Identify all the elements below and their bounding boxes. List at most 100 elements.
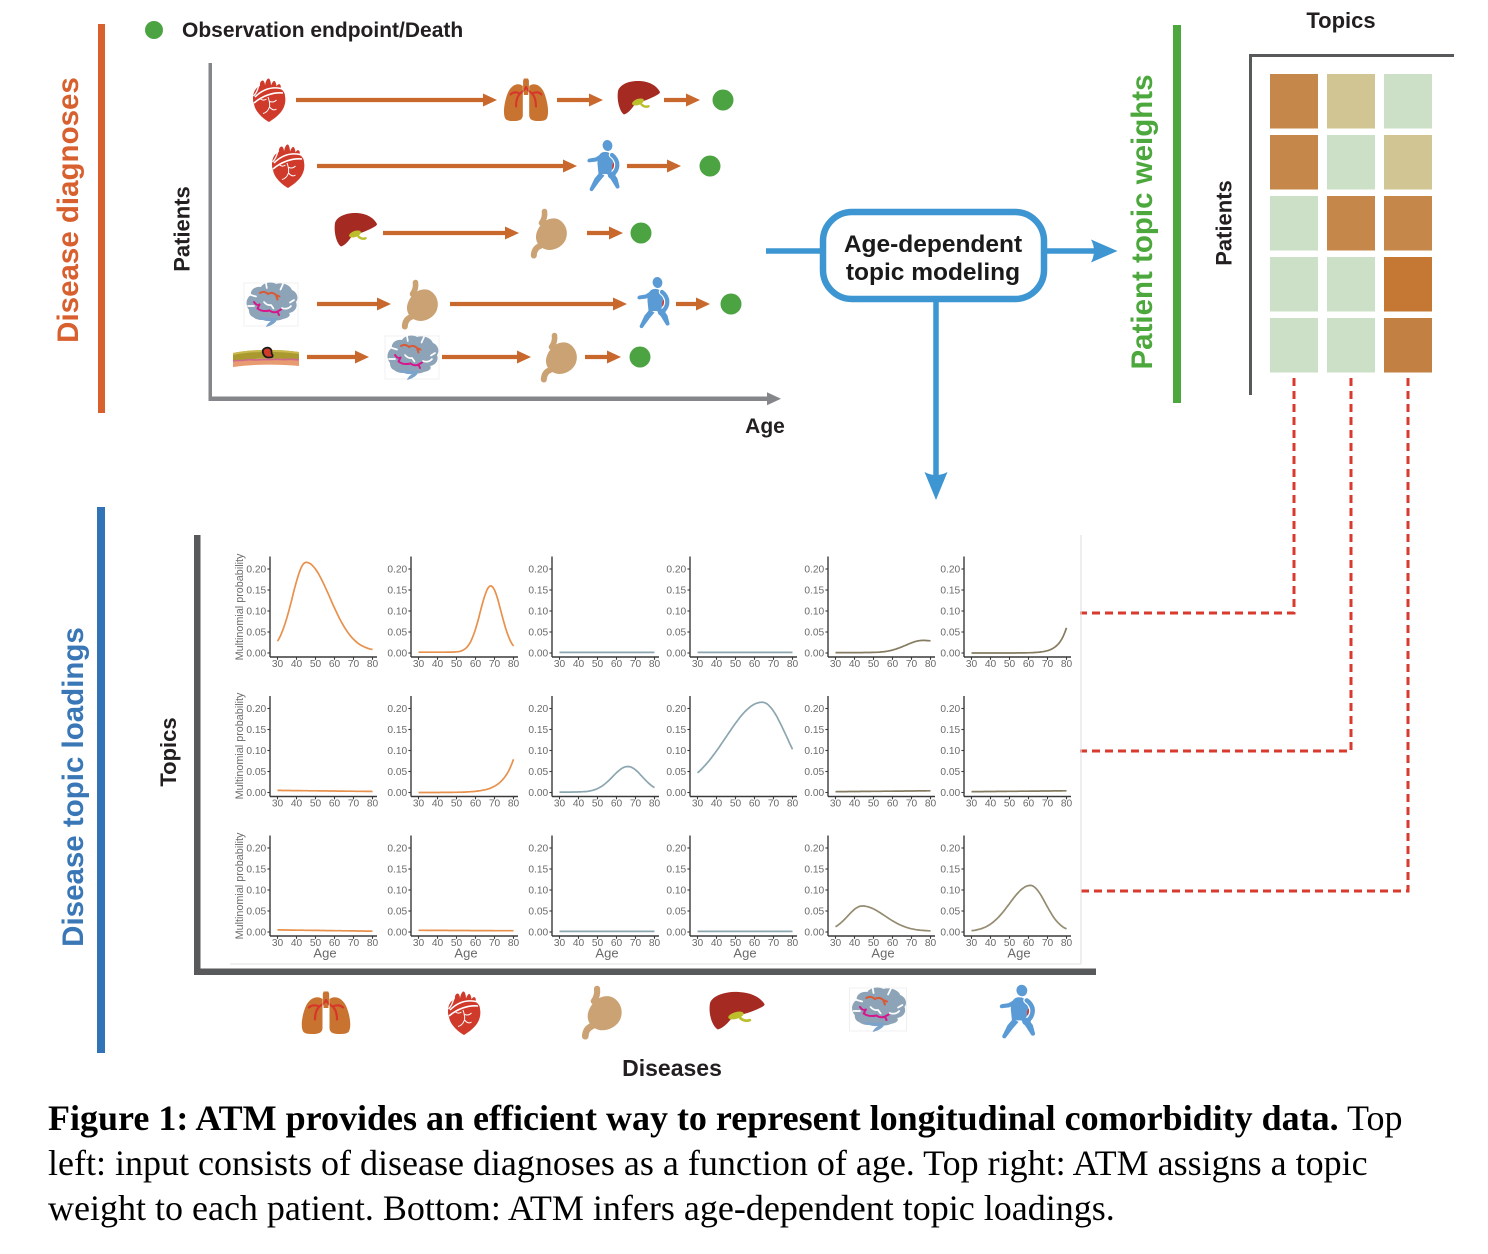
svg-text:0.00: 0.00 — [246, 788, 266, 799]
svg-text:0.15: 0.15 — [246, 586, 266, 597]
svg-text:0.20: 0.20 — [666, 565, 686, 576]
svg-text:0.00: 0.00 — [246, 649, 266, 660]
svg-text:30: 30 — [554, 938, 566, 949]
svg-text:0.00: 0.00 — [387, 788, 407, 799]
svg-text:0.20: 0.20 — [387, 844, 407, 855]
svg-text:0.15: 0.15 — [387, 865, 407, 876]
svg-text:0.05: 0.05 — [940, 767, 960, 778]
svg-text:0.20: 0.20 — [528, 704, 548, 715]
svg-text:60: 60 — [611, 799, 623, 810]
svg-text:0.00: 0.00 — [528, 788, 548, 799]
svg-text:0.20: 0.20 — [804, 844, 824, 855]
svg-text:0.00: 0.00 — [246, 928, 266, 939]
svg-text:60: 60 — [1023, 938, 1035, 949]
svg-text:80: 80 — [367, 938, 379, 949]
svg-text:30: 30 — [554, 659, 566, 670]
svg-text:0.05: 0.05 — [666, 628, 686, 639]
svg-text:40: 40 — [849, 938, 861, 949]
svg-text:30: 30 — [272, 659, 284, 670]
svg-text:0.10: 0.10 — [804, 746, 824, 757]
svg-text:0.10: 0.10 — [666, 746, 686, 757]
svg-text:60: 60 — [470, 659, 482, 670]
svg-text:0.10: 0.10 — [804, 886, 824, 897]
svg-text:0.20: 0.20 — [940, 844, 960, 855]
svg-text:50: 50 — [451, 799, 463, 810]
svg-text:0.05: 0.05 — [528, 628, 548, 639]
svg-text:0.05: 0.05 — [528, 907, 548, 918]
svg-text:0.00: 0.00 — [940, 928, 960, 939]
svg-text:60: 60 — [887, 799, 899, 810]
svg-text:topic modeling: topic modeling — [846, 259, 1020, 286]
svg-text:50: 50 — [1004, 799, 1016, 810]
svg-text:30: 30 — [272, 799, 284, 810]
svg-text:40: 40 — [432, 659, 444, 670]
svg-text:Disease topic loadings: Disease topic loadings — [57, 627, 90, 947]
svg-text:70: 70 — [630, 659, 642, 670]
svg-text:0.20: 0.20 — [387, 565, 407, 576]
svg-text:70: 70 — [906, 659, 918, 670]
svg-text:40: 40 — [291, 659, 303, 670]
svg-text:30: 30 — [413, 659, 425, 670]
svg-text:0.00: 0.00 — [804, 649, 824, 660]
svg-text:0.00: 0.00 — [940, 649, 960, 660]
svg-text:50: 50 — [310, 938, 322, 949]
svg-text:0.20: 0.20 — [528, 844, 548, 855]
svg-text:80: 80 — [649, 659, 661, 670]
svg-text:Disease diagnoses: Disease diagnoses — [52, 77, 85, 343]
svg-text:Topics: Topics — [1306, 8, 1375, 33]
svg-text:0.05: 0.05 — [940, 628, 960, 639]
svg-text:80: 80 — [1061, 659, 1073, 670]
svg-text:80: 80 — [1061, 938, 1073, 949]
svg-text:50: 50 — [451, 659, 463, 670]
svg-text:50: 50 — [730, 799, 742, 810]
svg-text:50: 50 — [730, 938, 742, 949]
svg-text:30: 30 — [966, 799, 978, 810]
svg-text:0.00: 0.00 — [666, 649, 686, 660]
svg-text:0.05: 0.05 — [804, 767, 824, 778]
svg-text:40: 40 — [985, 799, 997, 810]
svg-text:40: 40 — [573, 659, 585, 670]
svg-text:70: 70 — [1042, 799, 1054, 810]
svg-text:30: 30 — [830, 938, 842, 949]
svg-text:40: 40 — [573, 799, 585, 810]
svg-text:Age: Age — [733, 946, 756, 961]
svg-text:50: 50 — [868, 938, 880, 949]
svg-text:0.00: 0.00 — [528, 928, 548, 939]
svg-text:0.05: 0.05 — [246, 767, 266, 778]
svg-text:0.10: 0.10 — [246, 607, 266, 618]
svg-text:70: 70 — [906, 799, 918, 810]
svg-text:80: 80 — [1061, 799, 1073, 810]
svg-text:80: 80 — [649, 938, 661, 949]
svg-text:0.05: 0.05 — [666, 907, 686, 918]
svg-text:0.10: 0.10 — [387, 886, 407, 897]
svg-text:40: 40 — [849, 799, 861, 810]
svg-text:0.20: 0.20 — [666, 704, 686, 715]
svg-text:40: 40 — [291, 799, 303, 810]
svg-text:50: 50 — [310, 799, 322, 810]
svg-text:0.00: 0.00 — [804, 928, 824, 939]
svg-text:0.00: 0.00 — [666, 928, 686, 939]
svg-text:0.15: 0.15 — [666, 865, 686, 876]
svg-text:0.05: 0.05 — [387, 767, 407, 778]
svg-text:40: 40 — [849, 659, 861, 670]
svg-text:80: 80 — [787, 938, 799, 949]
svg-text:30: 30 — [692, 938, 704, 949]
svg-text:Age-dependent: Age-dependent — [844, 231, 1022, 258]
svg-text:0.20: 0.20 — [528, 565, 548, 576]
svg-text:0.10: 0.10 — [528, 746, 548, 757]
svg-text:0.20: 0.20 — [666, 844, 686, 855]
svg-text:60: 60 — [611, 938, 623, 949]
svg-text:0.00: 0.00 — [387, 649, 407, 660]
svg-text:0.10: 0.10 — [387, 746, 407, 757]
svg-text:0.05: 0.05 — [387, 907, 407, 918]
svg-text:0.10: 0.10 — [666, 886, 686, 897]
svg-text:70: 70 — [489, 659, 501, 670]
svg-text:70: 70 — [768, 938, 780, 949]
svg-text:0.20: 0.20 — [246, 565, 266, 576]
svg-text:0.10: 0.10 — [940, 746, 960, 757]
svg-text:0.20: 0.20 — [804, 704, 824, 715]
svg-text:Patients: Patients — [170, 186, 195, 272]
svg-text:0.05: 0.05 — [666, 767, 686, 778]
svg-text:0.20: 0.20 — [940, 704, 960, 715]
svg-text:50: 50 — [592, 799, 604, 810]
